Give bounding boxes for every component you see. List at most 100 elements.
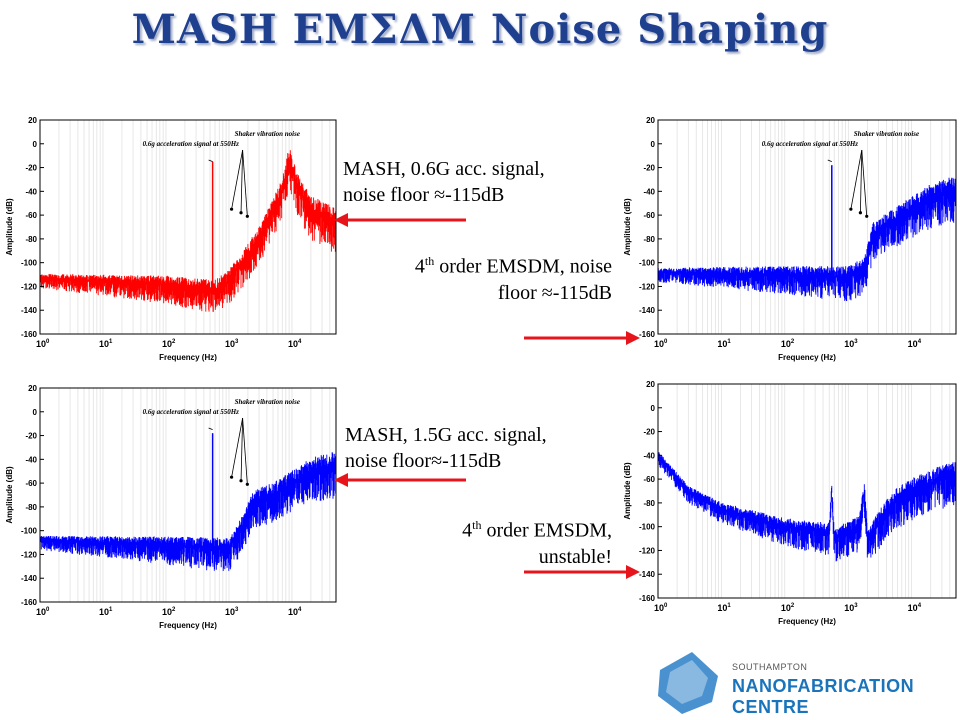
x-tick-label: 100 xyxy=(654,603,668,613)
annotation-pointer xyxy=(850,149,863,210)
y-tick-label: -40 xyxy=(643,451,655,460)
noise-trace xyxy=(39,452,337,571)
y-tick-label: 20 xyxy=(28,116,37,125)
y-tick-label: -100 xyxy=(21,527,38,536)
x-tick-label: 100 xyxy=(36,339,50,349)
y-tick-label: -40 xyxy=(643,187,655,196)
y-tick-label: -60 xyxy=(25,479,37,488)
caption-line: 4th order EMSDM, xyxy=(330,512,612,544)
x-tick-label: 104 xyxy=(908,603,922,613)
y-axis-label: Amplitude (dB) xyxy=(623,198,632,256)
x-tick-label: 101 xyxy=(99,607,113,617)
caption-line: MASH, 0.6G acc. signal, xyxy=(343,158,545,180)
annotation-shaker-label: Shaker vibration noise xyxy=(854,130,919,138)
y-tick-label: -160 xyxy=(21,330,38,339)
x-tick-label: 103 xyxy=(844,603,858,613)
x-tick-label: 100 xyxy=(36,607,50,617)
y-tick-label: -120 xyxy=(21,282,38,291)
y-tick-label: -100 xyxy=(639,259,656,268)
caption-line: noise floor ≈-115dB xyxy=(343,184,505,206)
y-tick-label: -160 xyxy=(21,598,38,607)
y-tick-label: -140 xyxy=(639,570,656,579)
y-tick-label: 0 xyxy=(33,408,38,417)
annotation-signal-label: 0.6g acceleration signal at 550Hz xyxy=(143,140,240,148)
y-tick-label: -160 xyxy=(639,594,656,603)
arrow-to-emsdm-0-6g xyxy=(524,331,640,345)
x-tick-label: 103 xyxy=(225,607,239,617)
y-tick-label: -80 xyxy=(25,235,37,244)
annotation-dot xyxy=(858,211,862,215)
x-axis-label: Frequency (Hz) xyxy=(159,353,217,362)
x-axis-label: Frequency (Hz) xyxy=(778,353,836,362)
x-tick-label: 104 xyxy=(908,339,922,349)
annotation-signal-label: 0.6g acceleration signal at 550Hz xyxy=(143,408,240,416)
plot-frame xyxy=(39,119,337,335)
y-tick-label: -120 xyxy=(639,546,656,555)
annotation-dot xyxy=(849,207,853,211)
arrow-to-mash-1-5g xyxy=(334,473,466,487)
slide-title: MASH EMΣΔM Noise Shaping xyxy=(131,6,829,53)
annotation-dot xyxy=(229,207,234,211)
annotation-dot xyxy=(229,475,234,479)
y-tick-label: -120 xyxy=(21,550,38,559)
x-tick-label: 103 xyxy=(844,339,858,349)
y-tick-label: -60 xyxy=(25,211,37,220)
x-axis-label: Frequency (Hz) xyxy=(159,621,217,630)
annotation-signal-label: 0.6g acceleration signal at 550Hz xyxy=(762,140,859,148)
annotation-shaker-label: Shaker vibration noise xyxy=(235,130,300,138)
plot-frame xyxy=(657,383,957,599)
caption-emsdm-0-6g: 4th order EMSDM, noise floor ≈-115dB xyxy=(330,248,612,306)
y-tick-label: 20 xyxy=(28,384,37,393)
annotation-pointer xyxy=(240,149,244,213)
annotation-dot xyxy=(239,479,243,483)
annotation-pointer xyxy=(208,427,213,430)
arrow-to-emsdm-unstable xyxy=(524,565,640,579)
y-tick-label: -20 xyxy=(25,164,37,173)
caption-text: order EMSDM, noise xyxy=(434,255,612,278)
y-tick-label: -160 xyxy=(639,330,656,339)
y-tick-label: -140 xyxy=(639,306,656,315)
x-axis-label: Frequency (Hz) xyxy=(778,617,836,626)
annotation-pointer xyxy=(859,149,863,213)
annotation-shaker-label: Shaker vibration noise xyxy=(235,398,300,406)
y-tick-label: -60 xyxy=(643,211,655,220)
y-tick-label: -40 xyxy=(25,187,37,196)
order-number: 4 xyxy=(462,519,473,542)
noise-trace xyxy=(657,177,957,301)
annotation-pointer xyxy=(231,149,244,210)
x-tick-label: 102 xyxy=(781,603,795,613)
caption-text: order EMSDM, xyxy=(481,519,612,542)
x-tick-label: 100 xyxy=(654,339,668,349)
y-tick-label: -80 xyxy=(643,499,655,508)
y-tick-label: -140 xyxy=(21,574,38,583)
annotation-dot xyxy=(245,214,249,218)
annotation-pointer xyxy=(231,417,244,478)
annotation-dot xyxy=(245,482,249,486)
annotation-pointer xyxy=(861,149,868,217)
annotation-pointer xyxy=(827,159,832,162)
y-tick-label: -100 xyxy=(639,523,656,532)
x-tick-label: 102 xyxy=(162,339,176,349)
caption-line: MASH, 1.5G acc. signal, xyxy=(345,424,547,446)
arrow-to-mash-0-6g xyxy=(334,213,466,227)
annotation-pointer xyxy=(242,149,248,217)
x-tick-label: 101 xyxy=(717,603,731,613)
caption-line: floor ≈-115dB xyxy=(497,281,612,304)
order-suffix: th xyxy=(472,518,482,532)
caption-mash-0-6g: MASH, 0.6G acc. signal, noise floor ≈-11… xyxy=(343,156,545,208)
y-tick-label: 0 xyxy=(651,404,656,413)
x-tick-label: 104 xyxy=(288,607,302,617)
noise-trace xyxy=(39,150,337,312)
logo-name: NANOFABRICATION CENTRE xyxy=(732,676,915,717)
x-tick-label: 102 xyxy=(162,607,176,617)
y-tick-label: -60 xyxy=(643,475,655,484)
annotation-pointer xyxy=(208,159,213,162)
x-tick-label: 101 xyxy=(99,339,113,349)
caption-line: 4th order EMSDM, noise xyxy=(330,248,612,280)
x-tick-label: 103 xyxy=(225,339,239,349)
x-tick-label: 104 xyxy=(288,339,302,349)
y-tick-label: -80 xyxy=(643,235,655,244)
